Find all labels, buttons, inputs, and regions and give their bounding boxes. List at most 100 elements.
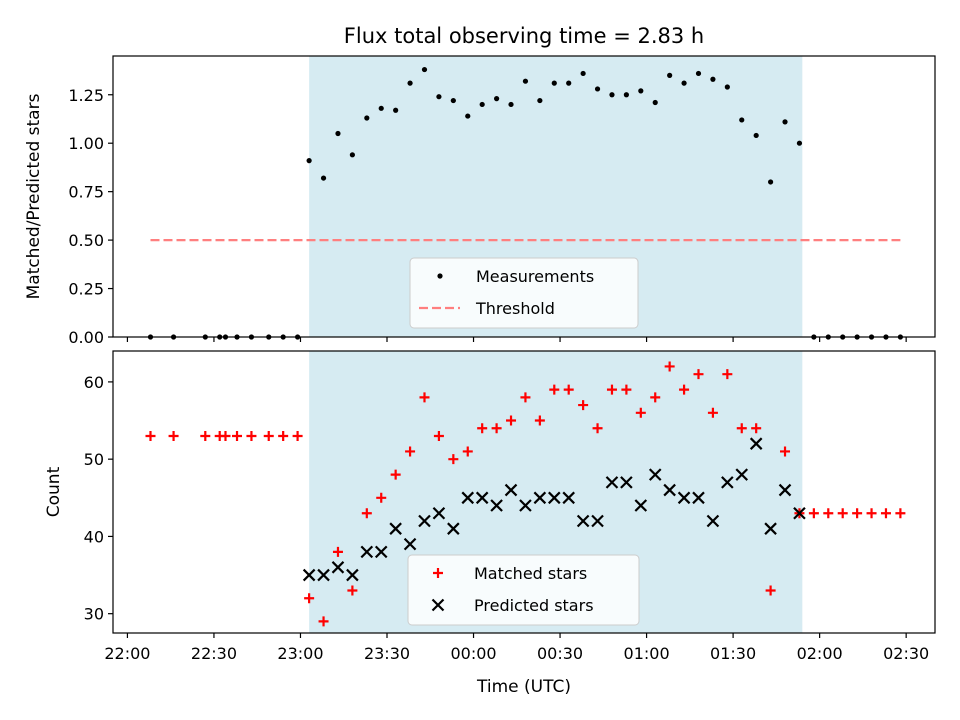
data-point	[609, 92, 615, 98]
data-point	[563, 384, 574, 395]
data-point	[447, 522, 460, 535]
data-point	[292, 430, 303, 441]
data-point	[578, 400, 589, 411]
data-point	[317, 568, 330, 582]
data-point	[278, 430, 289, 441]
data-point	[692, 491, 705, 505]
x-tick-label: 23:00	[277, 644, 323, 663]
legend-marker	[437, 273, 443, 279]
y-tick-label: 30	[84, 605, 104, 624]
data-point	[566, 80, 572, 86]
data-point	[706, 514, 720, 528]
data-point	[393, 107, 399, 113]
data-point	[448, 454, 459, 465]
data-point	[200, 430, 211, 441]
data-point	[520, 392, 531, 403]
legend-marker	[433, 568, 443, 578]
data-point	[419, 392, 430, 403]
data-point	[782, 119, 788, 125]
y-tick-label: 0.50	[68, 231, 104, 250]
x-tick-label: 02:30	[883, 644, 929, 663]
data-point	[739, 117, 745, 123]
data-point	[220, 430, 231, 441]
data-point	[580, 70, 586, 77]
data-point	[306, 158, 312, 164]
plot-frame	[112, 350, 936, 634]
data-point	[246, 430, 257, 441]
legend-label: Threshold	[475, 299, 555, 318]
data-point	[465, 113, 471, 119]
data-point	[749, 437, 763, 450]
data-point	[376, 492, 387, 503]
data-point	[506, 415, 517, 426]
data-point	[332, 546, 343, 557]
plot-frame	[112, 55, 936, 338]
legend: Measurements Threshold	[409, 257, 639, 329]
data-point	[145, 430, 156, 441]
data-point	[519, 499, 532, 512]
data-point	[621, 384, 632, 395]
x-tick-label: 01:30	[710, 644, 756, 663]
data-point	[695, 70, 702, 77]
data-point	[650, 392, 661, 403]
data-point	[765, 585, 776, 596]
data-point	[378, 105, 384, 111]
series-matched-stars	[145, 361, 906, 627]
data-point	[490, 499, 503, 512]
data-point	[592, 423, 603, 434]
panel-2: 30 40 50 60 22:00 22:30 23:00 23:30 00:00 00:30 01…	[44, 350, 936, 697]
data-point	[346, 568, 359, 582]
data-point	[168, 430, 179, 441]
data-point	[418, 514, 431, 528]
y-tick-label: 0.25	[68, 280, 104, 299]
legend-box	[409, 257, 639, 329]
data-point	[479, 101, 485, 108]
data-point	[318, 616, 329, 627]
data-point	[623, 92, 629, 98]
y-axis-label: Count	[44, 466, 64, 517]
data-point	[347, 585, 358, 596]
data-point	[793, 506, 806, 520]
data-point	[504, 483, 518, 497]
panel-1: 0.00 0.25 0.50 0.75 1.00 1.25 Matched/Predicte…	[24, 55, 936, 347]
data-point	[736, 423, 747, 434]
data-point	[335, 130, 341, 137]
y-tick-label: 60	[84, 373, 104, 392]
data-point	[638, 88, 644, 94]
data-point	[403, 537, 417, 551]
data-point	[407, 80, 413, 86]
data-point	[605, 476, 619, 489]
data-point	[823, 508, 834, 519]
data-point	[648, 468, 662, 481]
data-point	[331, 561, 345, 574]
data-point	[374, 545, 388, 559]
data-point	[263, 430, 274, 441]
x-tick-label: 22:30	[191, 644, 237, 663]
data-point	[880, 508, 891, 519]
x-tick-label: 22:00	[104, 644, 150, 663]
data-point	[477, 423, 488, 434]
data-point	[436, 94, 442, 100]
data-point	[895, 508, 906, 519]
data-point	[522, 78, 529, 84]
y-tick-label: 50	[84, 450, 104, 469]
data-point	[764, 522, 777, 535]
data-point	[533, 491, 547, 505]
data-point	[652, 99, 658, 106]
data-point	[635, 407, 646, 418]
data-point	[693, 369, 704, 380]
data-point	[405, 446, 416, 457]
data-point	[778, 483, 792, 497]
data-point	[475, 491, 489, 505]
data-point	[508, 101, 514, 108]
data-point	[866, 508, 877, 519]
data-point	[360, 545, 374, 559]
legend-marker	[431, 598, 445, 612]
data-point	[620, 476, 633, 489]
data-point	[707, 407, 718, 418]
data-point	[461, 491, 475, 505]
y-tick-label: 0.75	[68, 183, 104, 202]
data-point	[421, 66, 428, 73]
chart-title: Flux total observing time = 2.83 h	[344, 24, 704, 48]
data-point	[302, 568, 316, 582]
